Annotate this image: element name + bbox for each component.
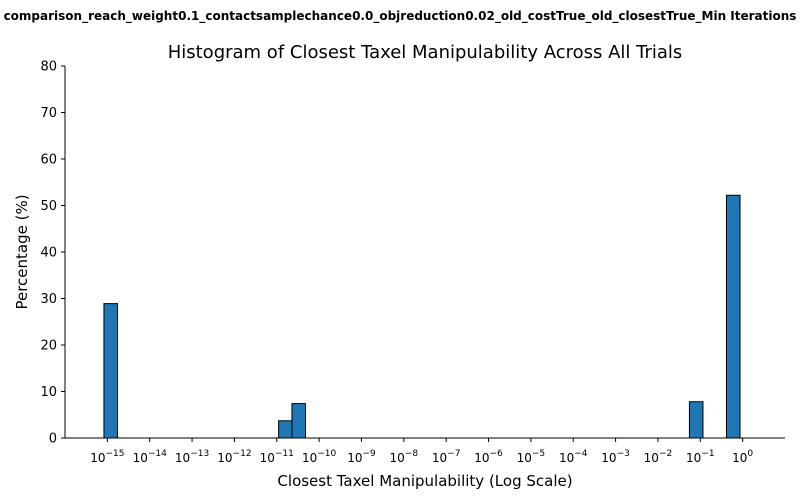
histogram-bar (278, 420, 293, 439)
histogram-bar (688, 401, 704, 439)
y-tick-label: 60 (40, 153, 57, 168)
chart-suptitle: comparison_reach_weight0.1_contactsample… (4, 9, 797, 24)
bars-layer (103, 194, 741, 439)
x-tick-label: 10−4 (559, 449, 588, 465)
histogram-bar (725, 194, 741, 439)
x-tick-label: 10−11 (260, 449, 294, 465)
x-tick-label: 10−13 (175, 449, 209, 465)
y-tick-label: 20 (40, 339, 57, 354)
y-axis-label: Percentage (%) (13, 194, 31, 309)
x-tick-label: 10−2 (644, 449, 673, 465)
x-tick-label: 10−1 (686, 449, 715, 465)
x-tick-label: 10−15 (90, 449, 124, 465)
x-tick-label: 10−6 (474, 449, 503, 465)
x-axis: 10−15 10−14 10−13 10−12 10−11 10−10 10−9 10−8 10… (65, 437, 785, 465)
x-tick-label: 10−7 (432, 449, 461, 465)
histogram-bar (291, 403, 307, 439)
x-tick-label: 10−5 (517, 449, 546, 465)
x-tick-label: 10−12 (217, 449, 251, 465)
y-tick-label: 70 (40, 106, 57, 121)
y-tick-label: 0 (49, 432, 57, 447)
x-tick-label: 10−9 (347, 449, 376, 465)
y-tick-label: 50 (40, 199, 57, 214)
y-axis: 0 10 20 30 40 50 60 70 80 (40, 60, 66, 447)
y-tick-label: 40 (40, 246, 57, 261)
y-tick-label: 10 (40, 385, 57, 400)
x-axis-label: Closest Taxel Manipulability (Log Scale) (277, 472, 572, 490)
x-tick-label: 10−14 (133, 449, 168, 465)
x-tick-label: 10−3 (601, 449, 630, 465)
chart-title: Histogram of Closest Taxel Manipulabilit… (168, 42, 683, 63)
histogram-bar (103, 303, 118, 439)
x-tick-label: 100 (732, 449, 753, 465)
y-tick-label: 30 (40, 292, 57, 307)
x-tick-label: 10−10 (302, 449, 337, 465)
x-tick-label: 10−8 (390, 449, 419, 465)
y-tick-label: 80 (40, 60, 57, 75)
